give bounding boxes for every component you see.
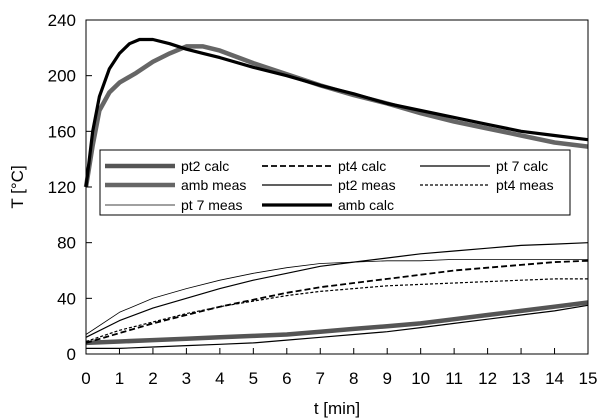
x-tick-label: 3 bbox=[182, 369, 191, 388]
x-tick-label: 2 bbox=[148, 369, 157, 388]
x-axis-label: t [min] bbox=[314, 399, 360, 418]
y-tick-label: 40 bbox=[57, 289, 76, 308]
x-tick-label: 1 bbox=[115, 369, 124, 388]
x-tick-label: 15 bbox=[579, 369, 598, 388]
x-tick-label: 8 bbox=[349, 369, 358, 388]
series-line-6 bbox=[85, 258, 588, 335]
legend-label: pt 7 calc bbox=[496, 158, 548, 174]
x-tick-label: 5 bbox=[249, 369, 258, 388]
legend-label: pt4 calc bbox=[338, 158, 386, 174]
y-tick-label: 80 bbox=[57, 234, 76, 253]
x-tick-label: 14 bbox=[545, 369, 564, 388]
y-tick-label: 120 bbox=[48, 178, 76, 197]
series-layer bbox=[83, 37, 589, 349]
x-tick-label: 0 bbox=[81, 369, 90, 388]
legend-box bbox=[99, 149, 571, 216]
y-axis-label: T [°C] bbox=[8, 165, 27, 208]
legend-label: pt 7 meas bbox=[181, 197, 242, 213]
legend-label: amb calc bbox=[338, 197, 394, 213]
x-tick-label: 10 bbox=[411, 369, 430, 388]
x-tick-label: 6 bbox=[282, 369, 291, 388]
legend-label: amb meas bbox=[181, 177, 246, 193]
legend: pt2 calc pt4 calc pt 7 calc amb meas pt2 mea… bbox=[99, 149, 571, 216]
x-tick-label: 7 bbox=[316, 369, 325, 388]
series-line-7 bbox=[84, 37, 589, 188]
x-tick-label: 12 bbox=[478, 369, 497, 388]
x-tick-label: 11 bbox=[445, 369, 463, 388]
legend-label: pt4 meas bbox=[496, 177, 554, 193]
legend-label: pt2 meas bbox=[338, 177, 396, 193]
series-line-4 bbox=[86, 304, 589, 349]
series-line-3 bbox=[83, 44, 589, 188]
series-line-0 bbox=[85, 300, 589, 346]
x-tick-label: 9 bbox=[382, 369, 391, 388]
series-line-2 bbox=[85, 242, 589, 338]
legend-label: pt2 calc bbox=[181, 158, 229, 174]
y-tick-label: 200 bbox=[48, 67, 76, 86]
series-line-1 bbox=[85, 259, 589, 344]
y-tick-label: 160 bbox=[48, 122, 76, 141]
x-tick-label: 13 bbox=[512, 369, 531, 388]
y-tick-label: 0 bbox=[67, 345, 76, 364]
x-tick-label: 4 bbox=[215, 369, 224, 388]
y-tick-label: 240 bbox=[48, 11, 76, 30]
series-line-5 bbox=[85, 278, 588, 343]
